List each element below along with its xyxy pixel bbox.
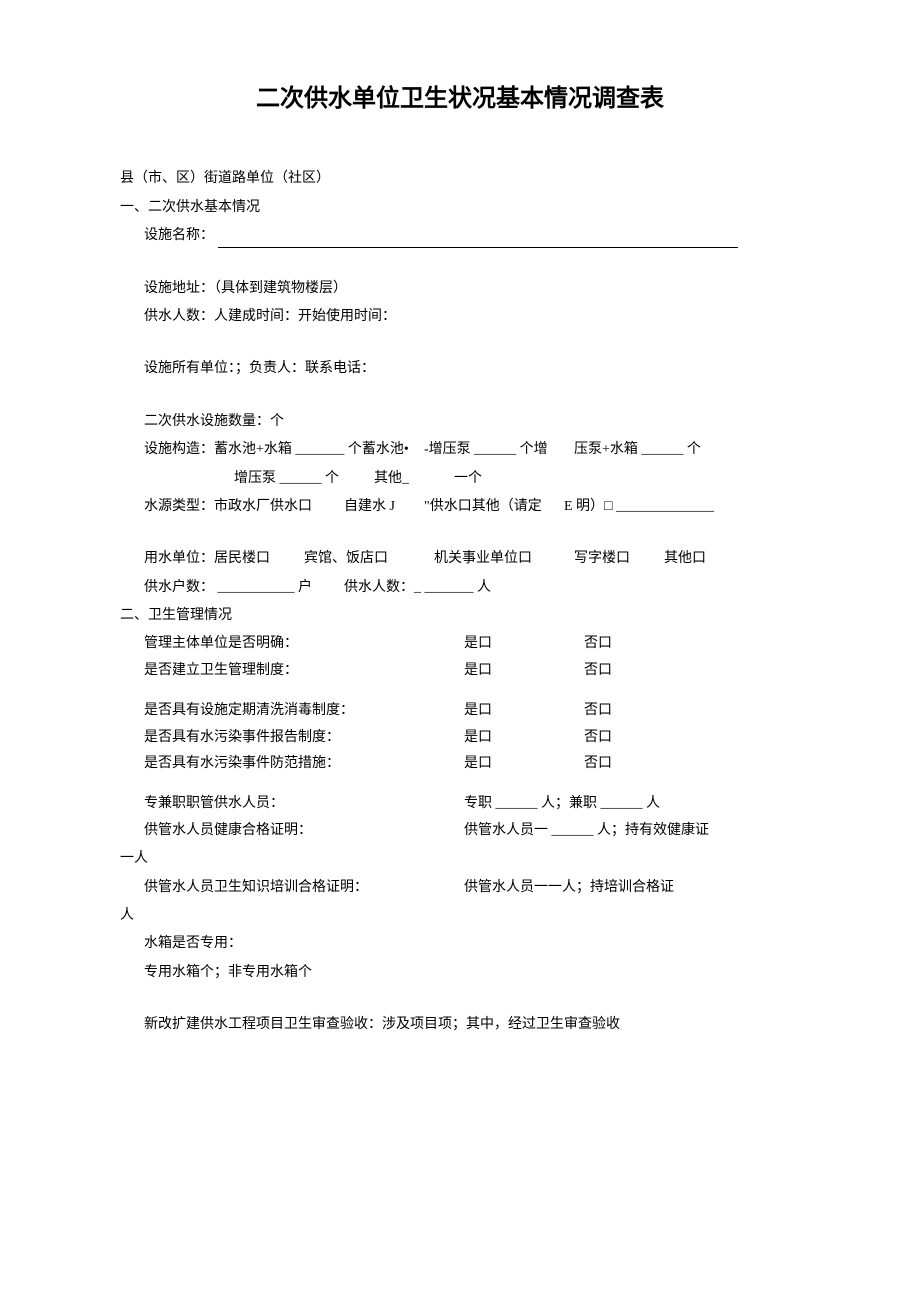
page-title: 二次供水单位卫生状况基本情况调查表 xyxy=(120,80,800,118)
staff-val: 专职 ______ 人；兼职 ______ 人 xyxy=(464,793,800,815)
header-line: 县（市、区）街道路单位（社区） xyxy=(120,168,800,190)
tank-counts: 专用水箱个；非专用水箱个 xyxy=(144,962,800,984)
supply-hu-ren: 供水户数： ___________ 户 供水人数：_ _______ 人 xyxy=(144,577,800,599)
new-build-line: 新改扩建供水工程项目卫生审查验收：涉及项目项；其中，经过卫生审查验收 xyxy=(144,1014,800,1036)
staff-label: 专兼职职管供水人员： xyxy=(144,793,464,815)
supply-ren: 供水人数：_ _______ 人 xyxy=(344,577,491,599)
yn-row: 是否具有水污染事件报告制度： 是口 否口 xyxy=(144,727,800,749)
yn-yes[interactable]: 是口 xyxy=(464,753,584,775)
yn-row: 是否具有设施定期清洗消毒制度： 是口 否口 xyxy=(144,700,800,722)
structure-line2: 增压泵 ______ 个 其他_ 一个 xyxy=(144,468,800,490)
structure-line2-c: 一个 xyxy=(454,468,482,490)
structure-line2-a: 增压泵 ______ 个 xyxy=(234,468,374,490)
facility-name-underline xyxy=(218,233,738,248)
yn-label: 是否具有设施定期清洗消毒制度： xyxy=(144,700,464,722)
user-line-d: 写字楼口 xyxy=(574,548,664,570)
yn-no[interactable]: 否口 xyxy=(584,753,784,775)
health-cert-tail: 一人 xyxy=(120,848,800,870)
yn-yes[interactable]: 是口 xyxy=(464,633,584,655)
health-cert-val: 供管水人员一 ______ 人；持有效健康证 xyxy=(464,820,800,842)
source-line-c: "供水口其他（请定 xyxy=(424,496,564,518)
train-cert-row: 供管水人员卫生知识培训合格证明： 供管水人员一一人；持培训合格证 xyxy=(144,877,800,899)
yn-row: 是否建立卫生管理制度： 是口 否口 xyxy=(144,660,800,682)
yn-label: 管理主体单位是否明确： xyxy=(144,633,464,655)
supply-hu: 供水户数： ___________ 户 xyxy=(144,577,344,599)
facility-name-label: 设施名称： xyxy=(144,228,214,243)
yn-no[interactable]: 否口 xyxy=(584,700,784,722)
facility-addr: 设施地址：（具体到建筑物楼层） xyxy=(144,278,800,300)
owner-line: 设施所有单位：；负责人：联系电话： xyxy=(144,358,800,380)
user-line-a: 用水单位：居民楼口 xyxy=(144,548,304,570)
yn-yes[interactable]: 是口 xyxy=(464,660,584,682)
user-line-e: 其他口 xyxy=(664,548,706,570)
source-line-d: E 明）□ ______________ xyxy=(564,496,714,518)
yn-label: 是否具有水污染事件报告制度： xyxy=(144,727,464,749)
structure-line2-b: 其他_ xyxy=(374,468,454,490)
structure-line1-b: -增压泵 ______ 个增 xyxy=(424,439,574,461)
user-line-c: 机关事业单位口 xyxy=(434,548,574,570)
staff-row: 专兼职职管供水人员： 专职 ______ 人；兼职 ______ 人 xyxy=(144,793,800,815)
supply-people: 供水人数：人建成时间：开始使用时间： xyxy=(144,306,800,328)
train-cert-val: 供管水人员一一人；持培训合格证 xyxy=(464,877,800,899)
yn-row: 管理主体单位是否明确： 是口 否口 xyxy=(144,633,800,655)
health-cert-label: 供管水人员健康合格证明： xyxy=(144,820,464,842)
structure-line1-c: 压泵+水箱 ______ 个 xyxy=(574,439,701,461)
yn-yes[interactable]: 是口 xyxy=(464,727,584,749)
facility-name-line: 设施名称： xyxy=(144,225,800,247)
structure-line1: 设施构造：蓄水池+水箱 _______ 个蓄水池• -增压泵 ______ 个增… xyxy=(144,439,800,461)
yn-no[interactable]: 否口 xyxy=(584,727,784,749)
user-line-b: 宾馆、饭店口 xyxy=(304,548,434,570)
yn-row: 是否具有水污染事件防范措施： 是口 否口 xyxy=(144,753,800,775)
facility-count: 二次供水设施数量：个 xyxy=(144,411,800,433)
health-cert-row: 供管水人员健康合格证明： 供管水人员一 ______ 人；持有效健康证 xyxy=(144,820,800,842)
yn-no[interactable]: 否口 xyxy=(584,660,784,682)
yn-label: 是否具有水污染事件防范措施： xyxy=(144,753,464,775)
yn-label: 是否建立卫生管理制度： xyxy=(144,660,464,682)
section1-heading: 一、二次供水基本情况 xyxy=(120,197,800,219)
tank-dedicated: 水箱是否专用： xyxy=(144,933,800,955)
source-line-b: 自建水 J xyxy=(344,496,424,518)
source-line: 水源类型：市政水厂供水口 自建水 J "供水口其他（请定 E 明）□ _____… xyxy=(144,496,800,518)
user-line: 用水单位：居民楼口 宾馆、饭店口 机关事业单位口 写字楼口 其他口 xyxy=(144,548,800,570)
structure-line1-a: 设施构造：蓄水池+水箱 _______ 个蓄水池• xyxy=(144,439,424,461)
yn-no[interactable]: 否口 xyxy=(584,633,784,655)
section2-heading: 二、卫生管理情况 xyxy=(120,605,800,627)
yn-yes[interactable]: 是口 xyxy=(464,700,584,722)
source-line-a: 水源类型：市政水厂供水口 xyxy=(144,496,344,518)
train-cert-tail: 人 xyxy=(120,905,800,927)
train-cert-label: 供管水人员卫生知识培训合格证明： xyxy=(144,877,464,899)
